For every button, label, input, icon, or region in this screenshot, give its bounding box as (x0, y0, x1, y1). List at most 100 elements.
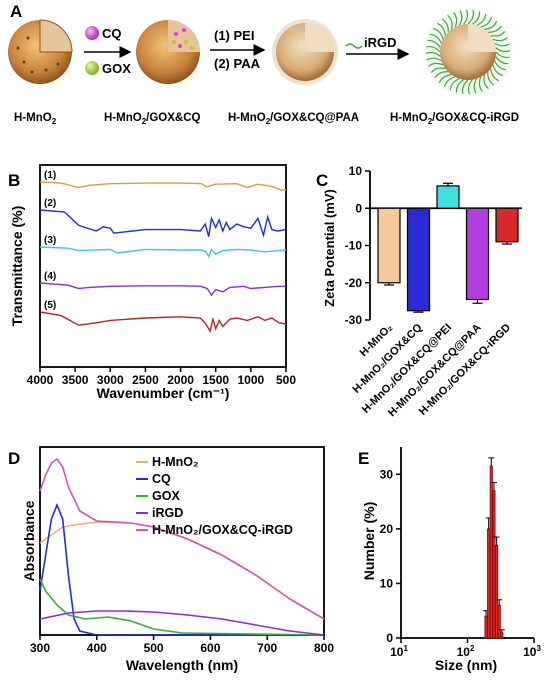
zeta-y-tick-label: 0 (355, 201, 362, 215)
dls-x-tick-label: 103 (523, 644, 541, 659)
zeta-y-axis-label: Zeta Potential (mV) (322, 189, 337, 307)
ftir-x-tick-label: 4000 (27, 373, 54, 387)
panel-d-label: D (8, 449, 20, 468)
peptide-strand (434, 71, 449, 79)
peptide-strand (463, 9, 469, 25)
svg-text:iRGD: iRGD (364, 35, 397, 50)
peptide-strand (487, 25, 502, 33)
dls-bar (487, 528, 491, 639)
peptide-strand (472, 11, 481, 25)
svg-text:GOX: GOX (102, 61, 131, 76)
zeta-bar (406, 207, 431, 312)
dls-bar (497, 604, 501, 639)
zeta-y-tick-label: -20 (345, 276, 363, 290)
svg-text:CQ: CQ (102, 26, 122, 41)
peptide-strand (467, 79, 473, 95)
ftir-series-1 (39, 181, 287, 192)
peptide-strand (453, 12, 458, 28)
peptide-strand (480, 16, 492, 28)
peptide-strand (426, 57, 442, 62)
peptide-strand (492, 64, 504, 76)
uv-series-2 (39, 502, 324, 636)
svg-text:(1) PEI: (1) PEI (214, 28, 254, 43)
zeta-y-tick-label: -30 (345, 313, 363, 327)
peptide-strand (438, 74, 452, 84)
peptide-strand (449, 78, 460, 91)
dls-x-axis-label: Size (nm) (435, 657, 497, 673)
peptide-strand (430, 67, 446, 73)
zeta-bar (377, 207, 401, 284)
step-pei-paa: (1) PEI (2) PAA (210, 28, 266, 71)
dls-y-tick-label: 20 (380, 522, 394, 536)
peptide-strand (484, 20, 498, 30)
uv-plot-frame (39, 446, 325, 636)
peptide-strand (432, 28, 444, 40)
ftir-x-tick-label: 1500 (202, 373, 229, 387)
uv-x-ticks: 300 400 500 600 700 800 (30, 635, 334, 655)
ftir-series-5 (39, 311, 287, 334)
peptide-strand (458, 10, 463, 26)
peptide-strand (426, 45, 441, 53)
zeta-bar (465, 207, 490, 301)
peptide-strand (476, 13, 487, 26)
ftir-y-axis-label: Transmittance (%) (9, 206, 25, 327)
uv-legend-entry: GOX (152, 489, 180, 503)
ftir-series-3 (39, 246, 287, 259)
peptide-strand (444, 76, 456, 88)
ftir-series-label-3: (3) (44, 235, 56, 246)
ftir-x-tick-label: 1000 (238, 373, 265, 387)
dls-bar (492, 490, 496, 639)
ftir-series-label-1: (1) (44, 170, 56, 181)
dls-bar (489, 465, 493, 639)
label-h-mno2: H-MnO2 (14, 112, 57, 126)
peptide-strand (427, 39, 441, 48)
uv-legend-entry: H-MnO₂/GOX&CQ-iRGD (152, 523, 293, 537)
uv-y-axis-label: Absorbance (21, 500, 37, 581)
label-h-mno2-irgd: H-MnO2/GOX&CQ-iRGD (390, 112, 519, 126)
zeta-y-tick-label: -10 (345, 239, 363, 253)
peptide-strand (495, 51, 510, 59)
nanoparticle-paa (272, 19, 338, 85)
zeta-bar (495, 207, 519, 243)
uv-series-3 (39, 578, 325, 636)
uv-x-tick-label: 600 (200, 641, 220, 655)
ftir-series-label-5: (5) (44, 300, 56, 311)
uv-x-tick-label: 400 (87, 641, 107, 655)
ftir-x-ticks: 4000 3500 3000 2500 2000 1500 1000 500 (27, 367, 296, 387)
peptide-strand (492, 37, 508, 42)
dls-bar (500, 632, 504, 639)
peptide-strand (490, 31, 506, 37)
peptide-strand (447, 14, 453, 30)
step-irgd: iRGD (345, 35, 410, 60)
dls-x-tick-label: 101 (390, 644, 408, 659)
peptide-strand (494, 60, 507, 71)
svg-text:(2) PAA: (2) PAA (214, 56, 261, 71)
zeta-bars: H-MnO₂H-MnO₂/GOX&CQH-MnO₂/GOX&CQ@PEIH-Mn… (350, 182, 519, 419)
label-h-mno2-paa: H-MnO2/GOX&CQ@PAA (228, 112, 359, 126)
uv-legend-entry: H-MnO₂ (152, 455, 199, 469)
dls-bar (495, 544, 499, 639)
peptide-strand (495, 47, 511, 53)
ftir-x-tick-label: 500 (276, 373, 296, 387)
peptide-strand (494, 42, 510, 47)
zeta-y-tick-label: 10 (349, 164, 363, 178)
ftir-x-tick-label: 2500 (132, 373, 159, 387)
panel-b-label: B (8, 171, 20, 190)
zeta-bar (436, 185, 460, 209)
dls-y-tick-label: 0 (386, 631, 393, 645)
dls-bar (484, 615, 488, 639)
peptide-strand (473, 78, 478, 94)
ftir-x-tick-label: 2000 (167, 373, 194, 387)
peptide-strand (455, 79, 464, 93)
peptide-strand (490, 68, 500, 82)
nanoparticle-loaded (136, 20, 200, 84)
ftir-series-label-2: (2) (44, 198, 56, 209)
peptide-strand (461, 79, 469, 94)
uv-series (39, 457, 325, 636)
peptide-strand (478, 76, 483, 92)
uv-legend-entry: CQ (152, 472, 171, 486)
uv-x-tick-label: 700 (257, 641, 277, 655)
peptide-strand (436, 22, 446, 36)
